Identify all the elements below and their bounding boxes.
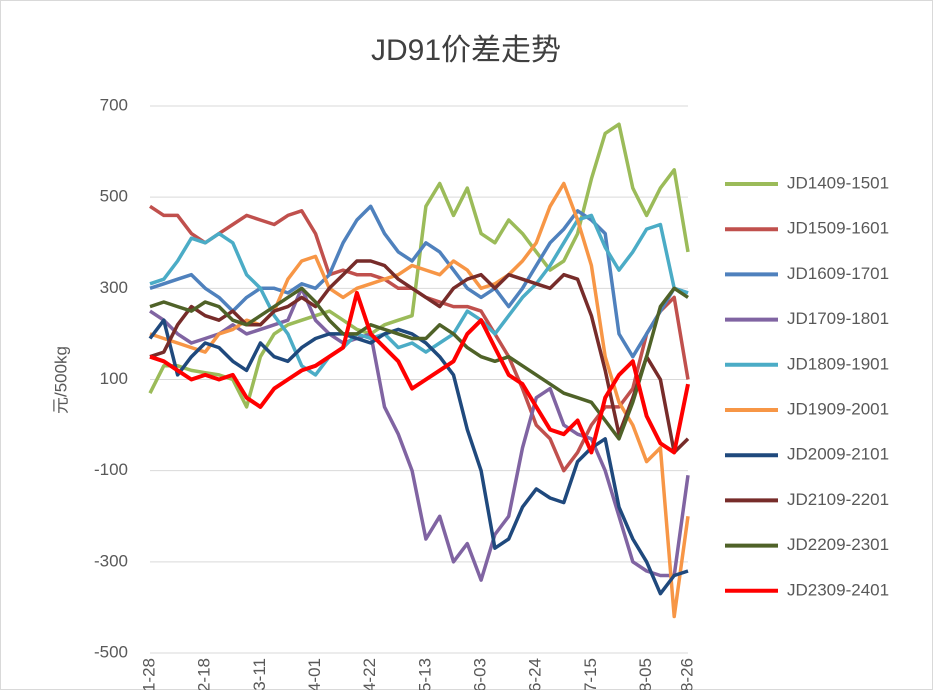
x-tick-label: 08-26 xyxy=(677,658,696,690)
series-line xyxy=(148,122,690,409)
series-line xyxy=(149,286,690,582)
legend-label: JD1809-1901 xyxy=(787,354,889,373)
x-tick-label: 04-01 xyxy=(305,658,324,690)
x-tick-label: 05-13 xyxy=(415,658,434,690)
series-line xyxy=(149,259,690,455)
x-tick-label: 07-15 xyxy=(581,658,600,690)
y-tick-label: 100 xyxy=(100,369,128,388)
series-line xyxy=(149,286,689,441)
legend-label: JD2109-2201 xyxy=(787,490,889,509)
series-line xyxy=(149,181,690,619)
x-tick-label: 06-03 xyxy=(471,658,490,690)
x-tick-label: 06-24 xyxy=(526,658,545,690)
legend-label: JD2209-2301 xyxy=(787,535,889,554)
x-tick-label: 03-11 xyxy=(250,658,269,690)
legend-label: JD1709-1801 xyxy=(787,309,889,328)
series-line xyxy=(149,204,689,359)
y-tick-label: 300 xyxy=(100,278,128,297)
x-tick-label: 01-28 xyxy=(139,658,158,690)
x-tick-label: 08-05 xyxy=(636,658,655,690)
x-tick-label: 02-18 xyxy=(195,658,214,690)
x-tick-label: 04-22 xyxy=(360,658,379,690)
legend-label: JD1409-1501 xyxy=(787,173,889,192)
y-tick-label: 500 xyxy=(100,187,128,206)
legend-label: JD2309-2401 xyxy=(787,580,889,599)
legend-label: JD1509-1601 xyxy=(787,219,889,238)
legend-label: JD1909-2001 xyxy=(787,399,889,418)
y-tick-label: -300 xyxy=(94,551,128,570)
chart-title: JD91价差走势 xyxy=(371,34,561,67)
y-axis-label: 元/500kg xyxy=(51,346,70,414)
series-line xyxy=(149,213,689,377)
legend-label: JD2009-2101 xyxy=(787,445,889,464)
series-line xyxy=(149,290,690,455)
y-tick-label: -100 xyxy=(94,460,128,479)
y-tick-label: -500 xyxy=(94,642,128,661)
legend-label: JD1609-1701 xyxy=(787,264,889,283)
y-tick-label: 700 xyxy=(100,95,128,114)
